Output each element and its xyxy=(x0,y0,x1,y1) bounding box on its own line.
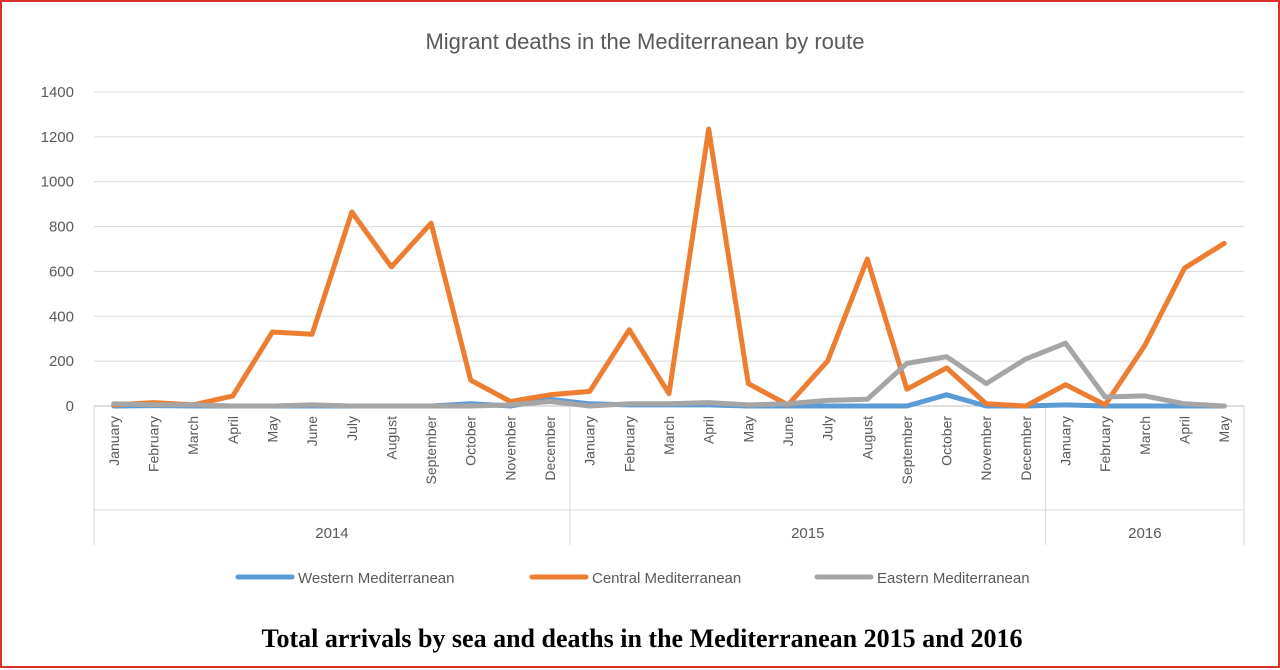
x-tick-label: November xyxy=(502,416,518,481)
y-tick-label: 400 xyxy=(49,308,74,325)
x-tick-label: April xyxy=(225,416,241,444)
x-tick-label: September xyxy=(899,416,915,485)
x-tick-label: May xyxy=(1216,416,1232,442)
x-tick-label: April xyxy=(701,416,717,444)
legend-label: Eastern Mediterranean xyxy=(877,570,1030,587)
year-label: 2015 xyxy=(791,525,824,542)
y-tick-label: 800 xyxy=(49,219,74,236)
x-tick-label: March xyxy=(661,416,677,455)
y-tick-label: 0 xyxy=(66,398,74,415)
year-label: 2014 xyxy=(315,525,348,542)
y-tick-label: 600 xyxy=(49,263,74,280)
gridlines xyxy=(94,91,1244,407)
legend-label: Western Mediterranean xyxy=(298,570,454,587)
chart-title: Migrant deaths in the Mediterranean by r… xyxy=(425,29,864,54)
x-tick-label: January xyxy=(582,416,598,466)
y-tick-label: 1200 xyxy=(41,129,74,146)
x-tick-label: January xyxy=(1058,416,1074,466)
x-tick-label: December xyxy=(1018,416,1034,481)
x-tick-label: February xyxy=(1097,416,1113,472)
x-tick-label: August xyxy=(859,416,875,460)
x-tick-label: May xyxy=(740,416,756,442)
x-tick-label: March xyxy=(185,416,201,455)
y-tick-label: 1000 xyxy=(41,174,74,191)
legend: Western Mediterranean Central Mediterrane… xyxy=(235,570,1030,587)
x-tick-label: December xyxy=(542,416,558,481)
y-tick-label: 1400 xyxy=(41,84,74,101)
x-tick-label: August xyxy=(383,416,399,460)
y-tick-label: 200 xyxy=(49,353,74,370)
x-tick-label: November xyxy=(978,416,994,481)
x-tick-label: March xyxy=(1137,416,1153,455)
x-tick-label: June xyxy=(304,416,320,447)
series-line xyxy=(111,340,1227,409)
x-tick-label: June xyxy=(780,416,796,447)
x-axis: January February March April May June July Augu… xyxy=(93,406,1245,545)
year-label: 2016 xyxy=(1128,525,1161,542)
x-tick-label: February xyxy=(621,416,637,472)
series-line xyxy=(111,126,1227,409)
y-axis: 0 200 400 600 800 1000 1200 1400 xyxy=(41,84,74,415)
legend-label: Central Mediterranean xyxy=(592,570,741,587)
x-tick-label: January xyxy=(106,416,122,466)
x-tick-label: April xyxy=(1177,416,1193,444)
x-tick-label: February xyxy=(145,416,161,472)
x-tick-label: October xyxy=(939,416,955,466)
x-tick-label: October xyxy=(463,416,479,466)
x-tick-label: July xyxy=(344,416,360,441)
figure-caption: Total arrivals by sea and deaths in the … xyxy=(261,624,1023,653)
series-lines xyxy=(111,126,1227,409)
x-tick-label: September xyxy=(423,416,439,485)
x-tick-label: May xyxy=(264,416,280,442)
x-tick-label: July xyxy=(820,416,836,441)
